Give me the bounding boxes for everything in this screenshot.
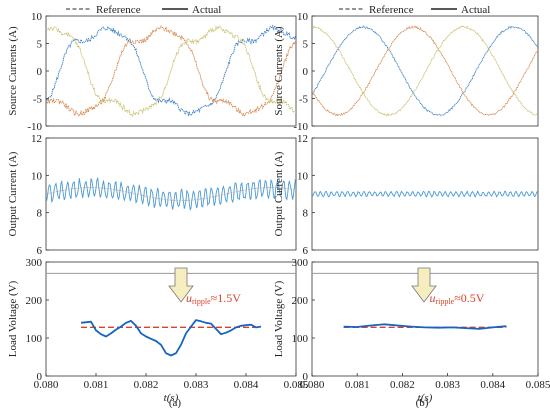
legend-right: Reference Actual <box>339 4 490 16</box>
y-axis-label: Load Voltage (V) <box>273 280 285 357</box>
series-phase-b <box>46 25 296 117</box>
ripple-annotation: uripple≈1.5V <box>186 291 241 306</box>
legend-actual-label: Actual <box>461 4 490 16</box>
x-tick-label: 0.082 <box>134 379 159 391</box>
series-phase-c <box>46 25 296 117</box>
x-axis-label: t(s) <box>164 392 179 404</box>
y-tick-label: 8 <box>37 208 43 220</box>
y-tick-label: -5 <box>299 94 309 106</box>
series-voltage-actual <box>80 319 262 357</box>
plot-area: 10 5 0 -5 -10 Source Currents (A) 12 10 8 6 Output… <box>7 11 550 404</box>
y-tick-label: 100 <box>26 333 43 345</box>
y-tick-label: 10 <box>297 11 309 23</box>
series-output-reference <box>46 187 296 201</box>
series-group <box>46 177 296 211</box>
y-tick-label: -10 <box>27 121 42 133</box>
series-phase-c <box>312 25 538 117</box>
subplot-5: 12 10 8 6 Output Current (A) <box>273 133 539 257</box>
y-tick-label: 300 <box>26 257 43 269</box>
y-tick-label: 8 <box>303 208 309 220</box>
y-tick-label: 10 <box>297 170 309 182</box>
down-arrow-icon <box>168 267 194 303</box>
subplot-2: 12 10 8 6 Output Current (A) <box>7 133 297 257</box>
x-tick-label: 0.083 <box>435 379 460 391</box>
legend-reference-label: Reference <box>369 4 414 16</box>
y-axis-label: Load Voltage (V) <box>7 280 19 357</box>
y-tick-label: 100 <box>292 333 309 345</box>
y-axis-label: Source Currents (A) <box>7 26 19 116</box>
subplot-3: 300 200 100 0 Load Voltage (V) uripple≈1.5V 0.… <box>7 257 309 404</box>
axes-frame <box>311 15 539 127</box>
y-tick-label: -5 <box>33 94 43 106</box>
x-axis-label: t(s) <box>418 392 433 404</box>
y-tick-label: 300 <box>292 257 309 269</box>
y-tick-label: 12 <box>297 133 308 145</box>
y-tick-label: 0 <box>37 371 43 383</box>
y-axis-label: Output Current (A) <box>7 151 19 236</box>
series-output-current <box>312 190 538 198</box>
subplot-4: 10 5 0 -5 -10 Source Currents (A) <box>273 11 539 133</box>
legend-actual-label: Actual <box>192 4 221 16</box>
x-tick-label: 0.085 <box>526 379 550 391</box>
x-tick-label: 0.080 <box>34 379 59 391</box>
x-tick-label: 0.083 <box>184 379 209 391</box>
axes-frame <box>45 15 297 127</box>
subplot-1: 10 5 0 -5 -10 Source Currents (A) <box>7 11 297 133</box>
legend-left: Reference Actual <box>66 4 221 16</box>
y-tick-label: 200 <box>292 295 309 307</box>
y-tick-label: 6 <box>303 245 309 257</box>
series-group <box>312 190 538 198</box>
y-tick-label: 6 <box>37 245 43 257</box>
y-tick-label: 10 <box>31 170 43 182</box>
panel-label-a: (a) <box>169 397 182 409</box>
y-tick-label: 0 <box>303 66 309 78</box>
ripple-annotation: uripple≈0.5V <box>430 291 485 306</box>
y-tick-label: -10 <box>293 121 308 133</box>
series-phase-b <box>312 25 538 117</box>
x-tick-label: 0.081 <box>345 379 370 391</box>
y-tick-label: 0 <box>37 66 43 78</box>
x-tick-label: 0.080 <box>300 379 325 391</box>
x-tick-label: 0.081 <box>84 379 109 391</box>
series-group <box>46 24 296 117</box>
y-tick-label: 10 <box>31 11 43 23</box>
series-output-current <box>46 177 296 211</box>
subplot-6: 300 200 100 0 Load Voltage (V) uripple≈0.5V 0.… <box>273 257 550 404</box>
y-axis-label: Output Current (A) <box>273 151 285 236</box>
x-tick-label: 0.084 <box>480 379 505 391</box>
x-tick-label: 0.085 <box>284 379 309 391</box>
series-group <box>46 272 296 357</box>
x-tick-label: 0.084 <box>234 379 259 391</box>
series-phase-a <box>312 25 538 116</box>
legend-reference-label: Reference <box>96 4 141 16</box>
axes-frame <box>45 137 297 251</box>
y-tick-label: 0 <box>303 371 309 383</box>
y-tick-label: 200 <box>26 295 43 307</box>
axes-frame <box>45 261 297 377</box>
y-tick-label: 12 <box>31 133 42 145</box>
down-arrow-icon <box>411 267 437 303</box>
y-tick-label: 5 <box>303 39 309 51</box>
y-axis-label: Source Currents (A) <box>273 26 285 116</box>
y-tick-label: 5 <box>37 39 43 51</box>
x-tick-label: 0.082 <box>390 379 415 391</box>
series-group <box>312 25 538 117</box>
series-phase-a <box>46 24 296 117</box>
panel-label-b: (b) <box>416 397 429 409</box>
series-voltage-actual <box>343 323 507 330</box>
